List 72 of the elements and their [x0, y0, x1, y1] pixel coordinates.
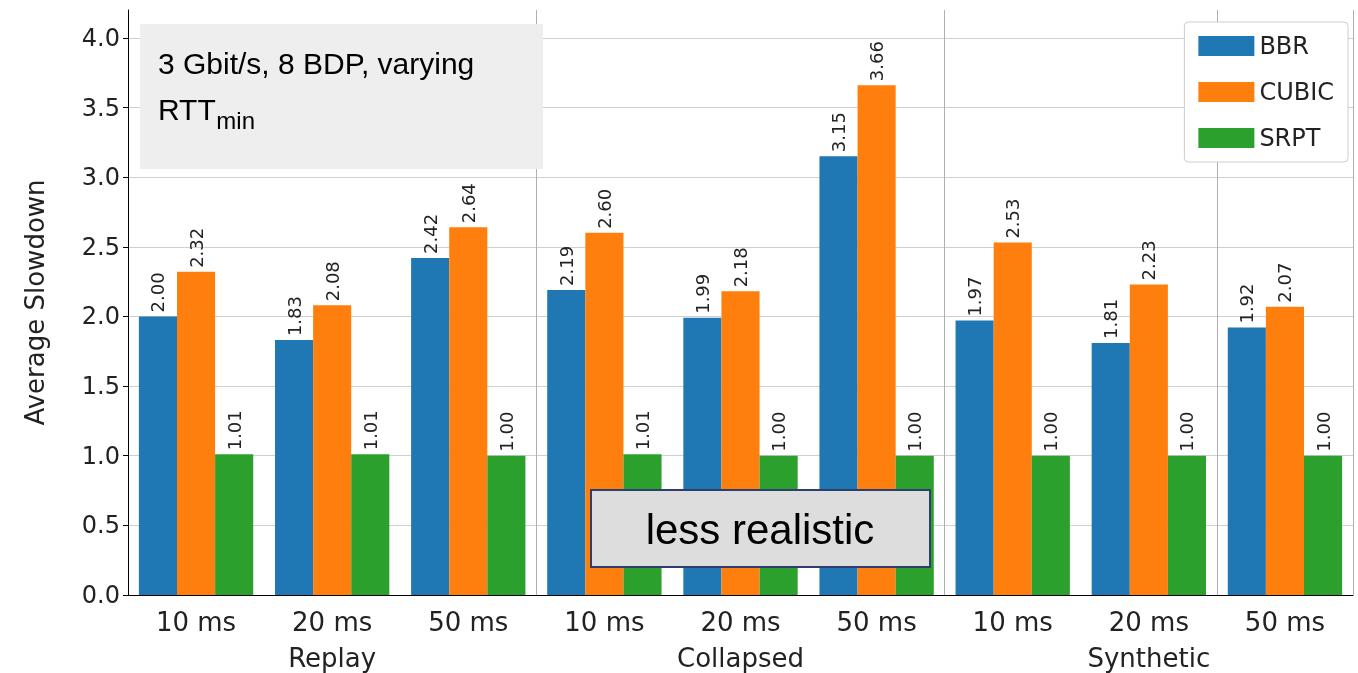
- bar: [955, 320, 994, 595]
- bar: [275, 340, 314, 595]
- bar: [1167, 455, 1206, 595]
- data-label: 2.18: [730, 247, 751, 288]
- y-tick-label: 1.5: [81, 372, 120, 401]
- data-label: 2.60: [593, 188, 615, 229]
- bar: [1091, 342, 1130, 595]
- y-axis-title: Average Slowdown: [20, 179, 50, 426]
- text: Synthetic: [1087, 643, 1211, 673]
- bar: [449, 227, 488, 595]
- y-tick-label: 4.0: [81, 23, 120, 52]
- data-label: 1.83: [283, 296, 305, 337]
- data-label: 2.32: [185, 227, 207, 268]
- data-label: 1.01: [632, 410, 653, 451]
- x-tick-label: 50 ms: [1244, 607, 1326, 637]
- data-label: 2.19: [555, 245, 577, 286]
- bar: [1031, 455, 1070, 595]
- data-label: 1.81: [1100, 298, 1122, 339]
- legend-label: BBR: [1259, 32, 1309, 60]
- data-label: 1.92: [1236, 283, 1258, 324]
- data-label: 3.15: [828, 112, 849, 153]
- data-label: 1.00: [1040, 411, 1062, 452]
- x-tick-label: 10 ms: [155, 607, 237, 637]
- x-tick-label: 10 ms: [972, 607, 1053, 637]
- data-label: 2.42: [419, 213, 441, 254]
- data-label: 2.23: [1138, 240, 1160, 281]
- data-label: 1.00: [495, 411, 517, 452]
- y-tick-label: 0.0: [81, 581, 120, 609]
- bar: [1304, 455, 1343, 595]
- x-tick-label: 10 ms: [564, 607, 645, 637]
- bar: [1265, 306, 1304, 595]
- y-tick-label: 3.5: [81, 93, 120, 122]
- legend-label: SRPT: [1259, 124, 1321, 152]
- bar: [411, 257, 450, 595]
- data-label: 3.66: [866, 41, 888, 82]
- bar: [1227, 327, 1266, 595]
- data-label: 1.00: [1312, 411, 1334, 452]
- text: Replay: [288, 643, 377, 673]
- bar: [993, 242, 1032, 595]
- data-label: 1.00: [904, 411, 926, 452]
- text: Collapsed: [677, 643, 804, 673]
- data-label: 1.00: [1176, 411, 1198, 452]
- data-label: 1.00: [768, 411, 790, 452]
- legend-label: CUBIC: [1259, 78, 1334, 106]
- x-tick-label: 20 ms: [1108, 607, 1189, 637]
- data-label: 2.08: [321, 261, 343, 302]
- bar: [1129, 284, 1168, 595]
- data-label: 1.01: [223, 410, 245, 451]
- data-label: 2.00: [147, 272, 169, 313]
- x-tick-label: 50 ms: [836, 607, 917, 637]
- bar: [138, 316, 177, 595]
- y-tick-label: 0.5: [81, 511, 120, 540]
- bar: [547, 289, 586, 595]
- bar: [487, 455, 526, 595]
- data-label: 2.07: [1274, 262, 1296, 303]
- y-tick-label: 2.0: [81, 302, 120, 331]
- data-label: 1.01: [359, 410, 381, 451]
- bar: [313, 305, 352, 595]
- bar: [177, 271, 216, 595]
- x-tick-label: 20 ms: [292, 607, 373, 637]
- bar: [351, 454, 390, 595]
- data-label: 1.97: [964, 276, 986, 317]
- y-tick-label: 1.0: [81, 441, 120, 470]
- x-tick-label: 20 ms: [700, 607, 781, 637]
- bar: [215, 454, 254, 595]
- y-tick-label: 3.0: [81, 163, 120, 192]
- data-label: 2.53: [1002, 198, 1024, 239]
- data-label: 1.99: [691, 273, 713, 314]
- annotation: less realistic: [645, 505, 875, 553]
- y-tick-label: 2.5: [81, 232, 120, 261]
- x-tick-label: 50 ms: [428, 607, 509, 637]
- data-label: 2.64: [457, 183, 479, 224]
